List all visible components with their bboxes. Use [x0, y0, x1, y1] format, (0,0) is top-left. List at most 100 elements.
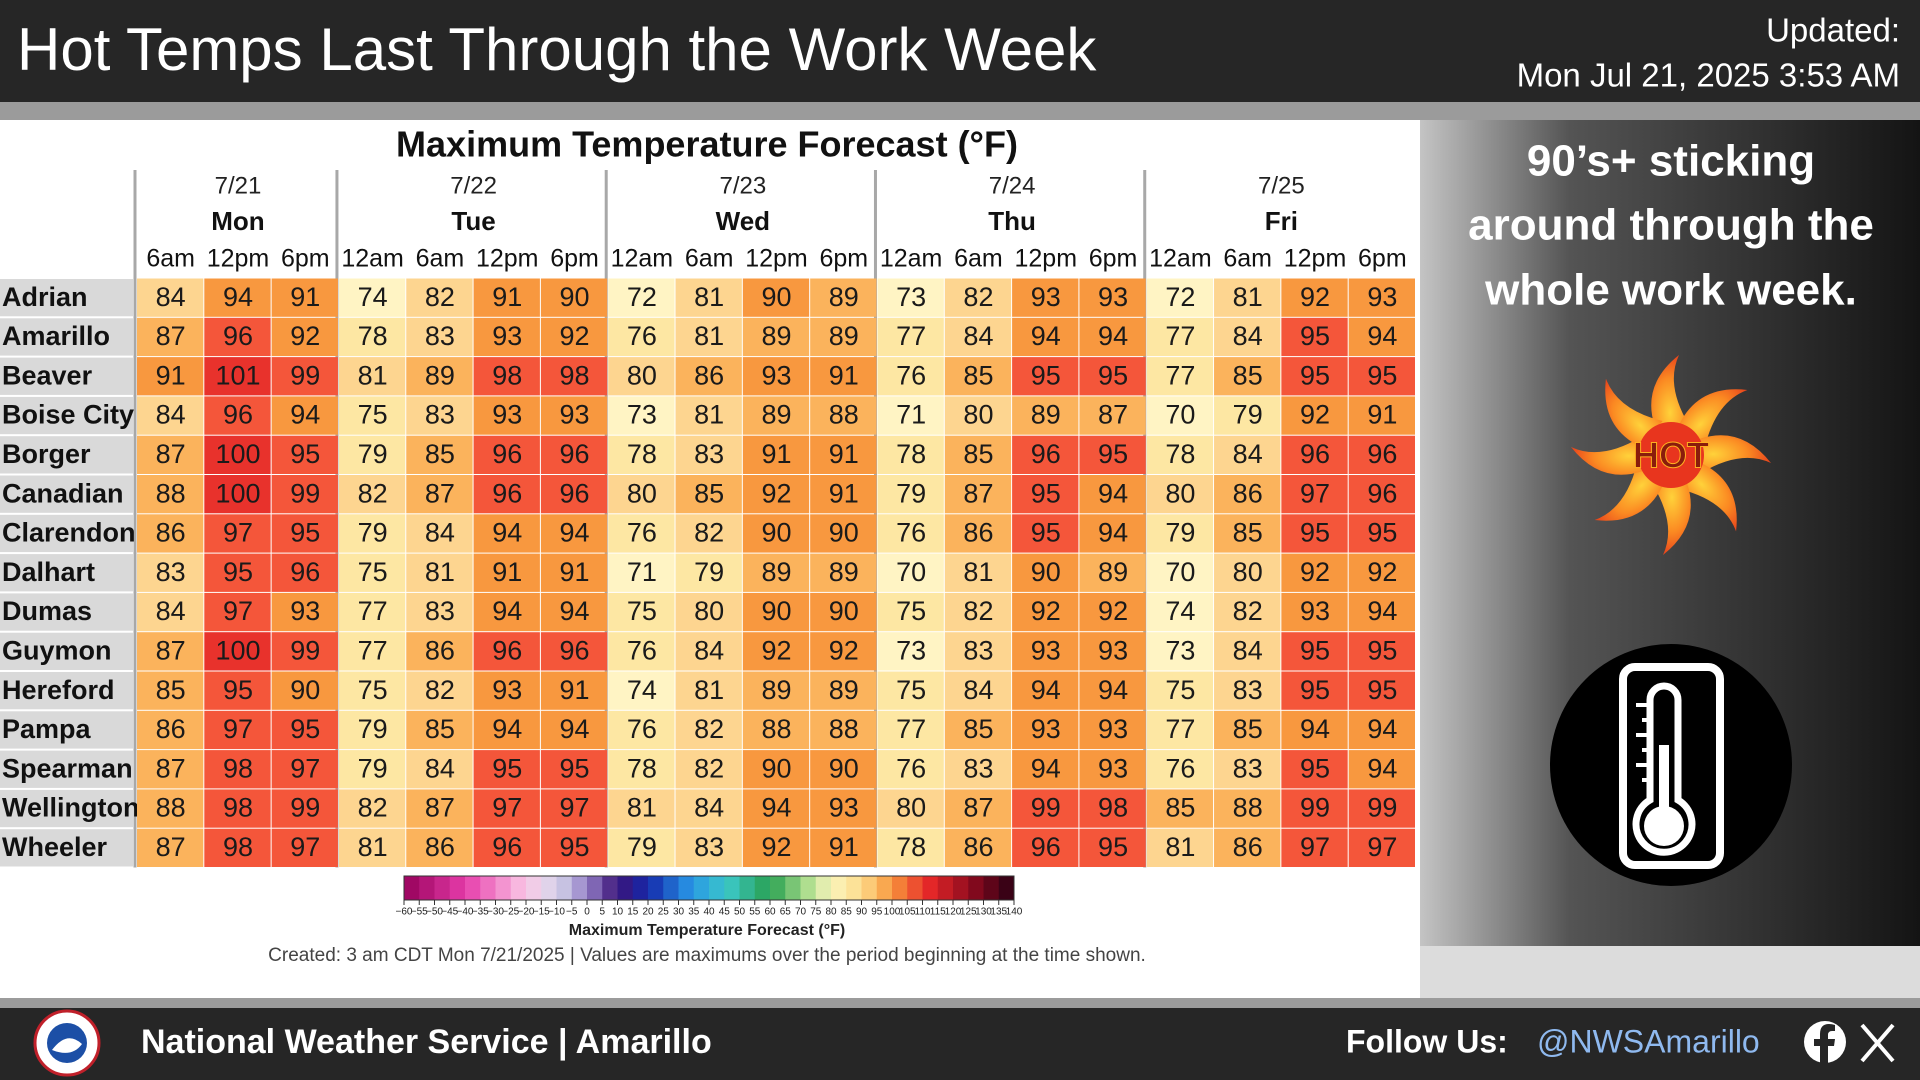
temp-value: 95: [1300, 518, 1330, 548]
temp-value: 96: [492, 439, 522, 469]
temp-value: 80: [963, 400, 993, 430]
temp-value: 88: [156, 793, 186, 823]
temp-value: 99: [1300, 793, 1330, 823]
temp-cell: [137, 278, 204, 317]
temp-cell: [608, 278, 675, 317]
colorbar-tick-label: 30: [673, 907, 685, 918]
colorbar-tick-label: 5: [599, 907, 605, 918]
temp-cell: [810, 710, 877, 750]
side-message: 90’s+ sticking: [1527, 137, 1815, 186]
temp-value: 79: [358, 518, 388, 548]
temp-value: 97: [560, 793, 590, 823]
colorbar-tick-label: 20: [642, 907, 654, 918]
facebook-icon[interactable]: [1804, 1021, 1846, 1063]
temp-cell: [675, 671, 742, 710]
colorbar-tick-label: 105: [899, 907, 916, 918]
temp-cell: [1146, 828, 1214, 867]
temp-value: 92: [560, 321, 590, 351]
temp-value: 94: [492, 596, 522, 626]
temp-value: 85: [1165, 793, 1195, 823]
temp-cell: [406, 435, 473, 474]
temp-value: 89: [761, 321, 791, 351]
temp-value: 98: [1098, 793, 1128, 823]
temp-cell: [338, 357, 406, 396]
temp-value: 75: [896, 596, 926, 626]
temp-cell: [742, 435, 810, 474]
temp-value: 90: [829, 596, 859, 626]
colorbar-tick-label: −5: [566, 907, 578, 918]
colorbar-tick-label: −20: [518, 907, 535, 918]
temp-cell: [1348, 435, 1415, 474]
temp-cell: [944, 475, 1012, 514]
colorbar-segment: [693, 876, 710, 900]
temp-cell: [1012, 514, 1079, 553]
temp-cell: [1079, 317, 1146, 357]
day-date: 7/21: [215, 172, 262, 199]
temp-value: 95: [290, 518, 320, 548]
temp-value: 95: [1367, 518, 1397, 548]
temp-cell: [1214, 396, 1281, 435]
time-label: 12pm: [745, 245, 808, 273]
temp-cell: [608, 514, 675, 553]
temp-value: 96: [1031, 439, 1061, 469]
temp-value: 70: [896, 557, 926, 587]
temp-cell: [1146, 317, 1214, 357]
temp-value: 81: [627, 793, 657, 823]
time-label: 6am: [954, 245, 1003, 273]
colorbar-segment: [419, 876, 435, 900]
temp-cell: [1146, 475, 1214, 514]
temp-value: 97: [1367, 832, 1397, 862]
station-name: Canadian: [2, 478, 124, 508]
temp-value: 82: [963, 596, 993, 626]
temp-cell: [877, 278, 944, 317]
temp-cell: [675, 789, 742, 828]
temp-cell: [1079, 553, 1146, 592]
station-cell: [0, 318, 133, 356]
temp-cell: [1012, 828, 1079, 867]
temp-value: 89: [1098, 557, 1128, 587]
temp-value: 94: [1300, 714, 1330, 744]
temp-cell: [1012, 553, 1079, 592]
temp-cell: [406, 278, 473, 317]
temp-value: 93: [1098, 282, 1128, 312]
temp-value: 71: [627, 557, 657, 587]
colorbar-tick-label: 15: [627, 907, 639, 918]
temp-value: 93: [829, 793, 859, 823]
temp-value: 78: [896, 439, 926, 469]
temp-value: 87: [1098, 400, 1128, 430]
temp-cell: [406, 789, 473, 828]
station-cell: [0, 829, 133, 867]
temp-cell: [608, 750, 675, 789]
station-name: Spearman: [2, 753, 133, 783]
temp-cell: [675, 553, 742, 592]
temp-cell: [338, 475, 406, 514]
day-date: 7/24: [989, 172, 1036, 199]
temp-value: 95: [1367, 635, 1397, 665]
created-note: Created: 3 am CDT Mon 7/21/2025 | Values…: [268, 945, 1146, 966]
temp-cell: [204, 632, 271, 671]
temp-value: 85: [156, 675, 186, 705]
station-name: Beaver: [2, 360, 93, 390]
colorbar-tick-label: 80: [825, 907, 837, 918]
temp-value: 91: [560, 675, 590, 705]
colorbar-segment: [587, 876, 603, 900]
colorbar-tick-label: 25: [658, 907, 670, 918]
day-name: Wed: [716, 206, 770, 236]
temp-value: 92: [1098, 596, 1128, 626]
temp-cell: [271, 553, 338, 592]
station-name: Clarendon: [2, 518, 136, 548]
colorbar-tick-label: 35: [688, 907, 700, 918]
temp-cell: [406, 828, 473, 867]
colorbar-segment: [937, 876, 954, 900]
temp-value: 91: [492, 282, 522, 312]
footer-handle[interactable]: @NWSAmarillo: [1537, 1023, 1760, 1059]
colorbar-segment: [831, 876, 847, 900]
side-message: whole work week.: [1484, 266, 1857, 315]
temp-cell: [271, 710, 338, 750]
colorbar-tick-label: 115: [930, 907, 946, 918]
temp-cell: [810, 828, 877, 867]
temp-cell: [1146, 357, 1214, 396]
x-icon[interactable]: [1860, 1023, 1895, 1063]
temp-cell: [742, 828, 810, 867]
time-label: 12am: [341, 245, 404, 273]
